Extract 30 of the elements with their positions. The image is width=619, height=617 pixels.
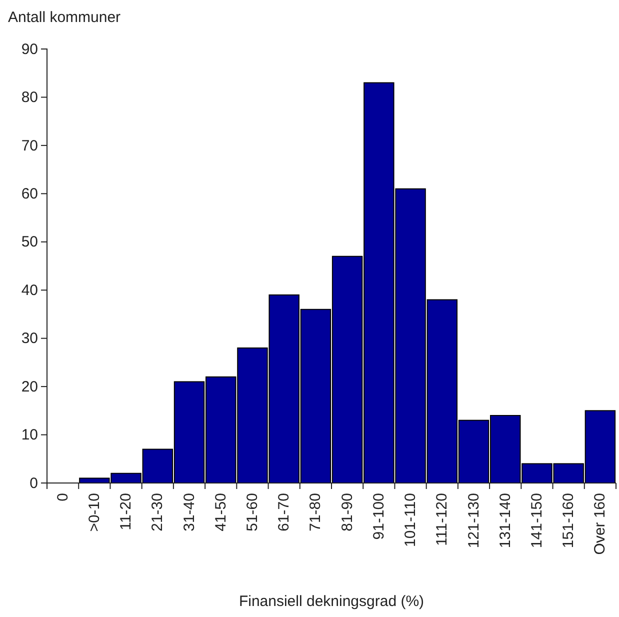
- y-tick-label: 0: [30, 474, 38, 492]
- x-tick-label: 131-140: [496, 493, 514, 548]
- y-tick-label: 30: [21, 330, 38, 348]
- x-tick-label: 81-90: [338, 493, 356, 532]
- x-tick-label: Over 160: [592, 493, 609, 555]
- x-axis-title: Finansiell dekningsgrad (%): [238, 593, 424, 610]
- x-tick-label: 51-60: [244, 493, 261, 532]
- y-tick-label: 70: [21, 137, 38, 154]
- x-tick-label: 11-20: [118, 493, 135, 530]
- y-tick-label: 10: [21, 426, 38, 444]
- y-tick-label: 50: [21, 234, 38, 251]
- y-tick-label: 90: [21, 40, 38, 58]
- x-tick-label: 141-150: [528, 493, 546, 548]
- x-tick-label: 41-50: [212, 493, 230, 532]
- y-tick-label: 80: [21, 89, 38, 106]
- x-tick-label: 151-160: [560, 493, 578, 548]
- x-tick-label: 121-130: [465, 493, 482, 548]
- y-tick-label: 40: [21, 282, 38, 299]
- x-tick-label: 91-100: [370, 493, 388, 540]
- x-tick-label: 101-110: [402, 493, 420, 547]
- x-tick-label: 21-30: [149, 493, 166, 532]
- chart-title: Antall kommuner: [8, 9, 121, 26]
- x-tick-label: >0-10: [86, 493, 103, 532]
- x-tick-label: 61-70: [276, 493, 293, 532]
- x-tick-label: 111-120: [434, 493, 451, 546]
- y-tick-label: 60: [21, 185, 38, 202]
- x-tick-label: 31-40: [180, 493, 198, 532]
- x-tick-label: 71-80: [307, 493, 324, 532]
- y-tick-label: 20: [21, 378, 38, 396]
- x-tick-label: 0: [54, 493, 72, 502]
